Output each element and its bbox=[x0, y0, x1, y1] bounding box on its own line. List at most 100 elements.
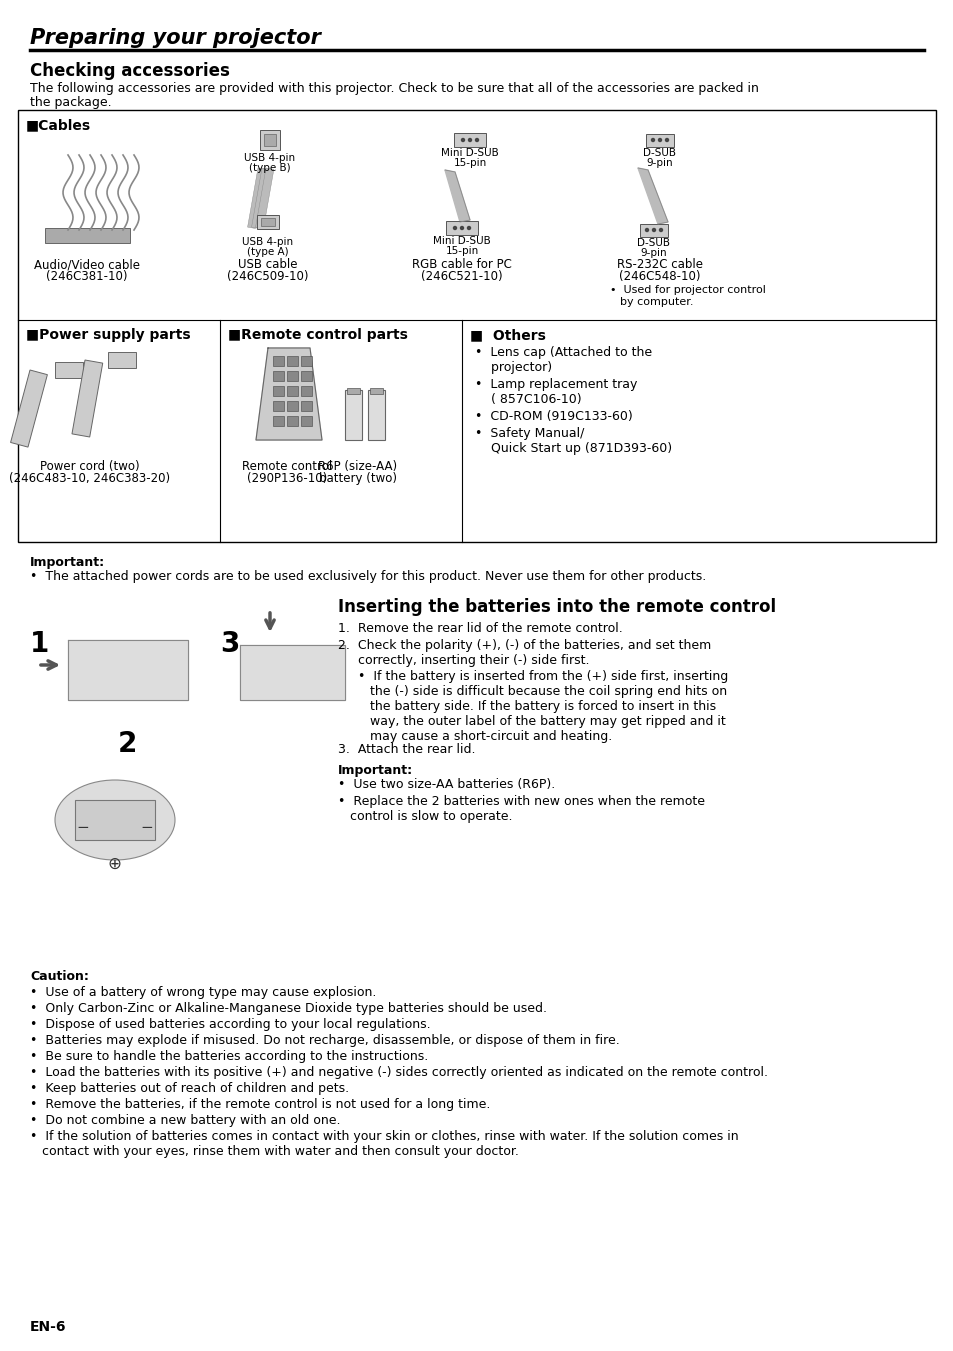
Text: (246C381-10): (246C381-10) bbox=[46, 270, 128, 282]
Text: •  The attached power cords are to be used exclusively for this product. Never u: • The attached power cords are to be use… bbox=[30, 570, 705, 584]
Circle shape bbox=[645, 228, 648, 231]
Text: ■Remote control parts: ■Remote control parts bbox=[228, 328, 408, 342]
Text: 2.  Check the polarity (+), (-) of the batteries, and set them
     correctly, i: 2. Check the polarity (+), (-) of the ba… bbox=[337, 639, 711, 667]
Text: •  Do not combine a new battery with an old one.: • Do not combine a new battery with an o… bbox=[30, 1115, 340, 1127]
Text: Inserting the batteries into the remote control: Inserting the batteries into the remote … bbox=[337, 598, 776, 616]
Text: RGB cable for PC: RGB cable for PC bbox=[412, 258, 512, 272]
Bar bbox=[273, 357, 284, 366]
Bar bbox=[71, 359, 103, 436]
Text: Preparing your projector: Preparing your projector bbox=[30, 28, 320, 49]
Bar bbox=[287, 386, 297, 396]
Text: 1: 1 bbox=[30, 630, 50, 658]
Circle shape bbox=[651, 139, 654, 142]
Polygon shape bbox=[255, 349, 322, 440]
Text: Power cord (two): Power cord (two) bbox=[40, 459, 140, 473]
Bar bbox=[255, 168, 274, 228]
Polygon shape bbox=[444, 170, 470, 222]
Text: −: − bbox=[140, 820, 152, 835]
Bar bbox=[645, 134, 673, 147]
Bar bbox=[55, 362, 83, 378]
Text: 15-pin: 15-pin bbox=[453, 158, 486, 168]
Bar bbox=[301, 416, 312, 426]
Bar bbox=[45, 228, 130, 243]
Text: USB 4-pin: USB 4-pin bbox=[244, 153, 295, 163]
Ellipse shape bbox=[55, 780, 174, 861]
Text: R6P (size-AA): R6P (size-AA) bbox=[318, 459, 397, 473]
Text: 9-pin: 9-pin bbox=[646, 158, 673, 168]
Bar bbox=[10, 370, 48, 447]
Bar bbox=[345, 390, 361, 440]
Text: •  Use of a battery of wrong type may cause explosion.: • Use of a battery of wrong type may cau… bbox=[30, 986, 376, 998]
Text: •  Safety Manual/
    Quick Start up (871D393-60): • Safety Manual/ Quick Start up (871D393… bbox=[475, 427, 672, 455]
Text: •  Batteries may explode if misused. Do not recharge, disassemble, or dispose of: • Batteries may explode if misused. Do n… bbox=[30, 1034, 619, 1047]
Text: −: − bbox=[76, 820, 89, 835]
Text: Remote control: Remote control bbox=[242, 459, 332, 473]
Text: •  Keep batteries out of reach of children and pets.: • Keep batteries out of reach of childre… bbox=[30, 1082, 349, 1096]
Text: D-SUB: D-SUB bbox=[637, 238, 670, 249]
Bar bbox=[261, 218, 274, 226]
Text: Important:: Important: bbox=[30, 557, 105, 569]
Circle shape bbox=[467, 227, 470, 230]
Text: ■Cables: ■Cables bbox=[26, 118, 91, 132]
Bar bbox=[18, 109, 935, 542]
Bar bbox=[273, 401, 284, 411]
Text: 15-pin: 15-pin bbox=[445, 246, 478, 255]
Text: EN-6: EN-6 bbox=[30, 1320, 67, 1333]
Text: (246C509-10): (246C509-10) bbox=[227, 270, 309, 282]
Bar bbox=[639, 224, 667, 236]
Text: D-SUB: D-SUB bbox=[643, 149, 676, 158]
Bar bbox=[347, 388, 359, 394]
Circle shape bbox=[475, 139, 478, 142]
Text: USB 4-pin: USB 4-pin bbox=[242, 236, 294, 247]
Text: battery (two): battery (two) bbox=[318, 471, 396, 485]
Text: (246C521-10): (246C521-10) bbox=[420, 270, 502, 282]
Text: •  Dispose of used batteries according to your local regulations.: • Dispose of used batteries according to… bbox=[30, 1019, 430, 1031]
Bar bbox=[273, 372, 284, 381]
Polygon shape bbox=[68, 640, 188, 700]
Bar bbox=[287, 357, 297, 366]
Bar bbox=[301, 386, 312, 396]
Bar bbox=[368, 390, 385, 440]
Text: Mini D-SUB: Mini D-SUB bbox=[433, 236, 491, 246]
Text: the package.: the package. bbox=[30, 96, 112, 109]
Text: (246C548-10): (246C548-10) bbox=[618, 270, 700, 282]
Circle shape bbox=[659, 228, 661, 231]
Bar bbox=[287, 401, 297, 411]
Circle shape bbox=[460, 227, 463, 230]
Text: 3: 3 bbox=[220, 630, 239, 658]
Text: RS-232C cable: RS-232C cable bbox=[617, 258, 702, 272]
Text: Important:: Important: bbox=[337, 765, 413, 777]
Text: •  If the solution of batteries comes in contact with your skin or clothes, rins: • If the solution of batteries comes in … bbox=[30, 1129, 738, 1158]
Text: •  Only Carbon-Zinc or Alkaline-Manganese Dioxide type batteries should be used.: • Only Carbon-Zinc or Alkaline-Manganese… bbox=[30, 1002, 546, 1015]
Text: ■Power supply parts: ■Power supply parts bbox=[26, 328, 191, 342]
Text: 3.  Attach the rear lid.: 3. Attach the rear lid. bbox=[337, 743, 475, 757]
Text: •  Lamp replacement tray
    ( 857C106-10): • Lamp replacement tray ( 857C106-10) bbox=[475, 378, 637, 407]
Circle shape bbox=[652, 228, 655, 231]
Bar bbox=[301, 372, 312, 381]
Bar bbox=[370, 388, 382, 394]
Text: Audio/Video cable: Audio/Video cable bbox=[34, 258, 140, 272]
Text: •  Use two size-AA batteries (R6P).: • Use two size-AA batteries (R6P). bbox=[337, 778, 555, 790]
Text: (290P136-10): (290P136-10) bbox=[247, 471, 327, 485]
Text: (246C483-10, 246C383-20): (246C483-10, 246C383-20) bbox=[10, 471, 171, 485]
Text: •  CD-ROM (919C133-60): • CD-ROM (919C133-60) bbox=[475, 409, 632, 423]
Bar bbox=[260, 130, 280, 150]
Bar bbox=[248, 168, 266, 228]
Text: •  If the battery is inserted from the (+) side first, inserting
        the (-): • If the battery is inserted from the (+… bbox=[337, 670, 727, 743]
Text: 2: 2 bbox=[118, 730, 137, 758]
Circle shape bbox=[468, 139, 471, 142]
Text: •  Used for projector control: • Used for projector control bbox=[609, 285, 765, 295]
Bar bbox=[446, 222, 477, 235]
Polygon shape bbox=[240, 644, 345, 700]
Text: by computer.: by computer. bbox=[619, 297, 693, 307]
Polygon shape bbox=[638, 168, 667, 224]
Bar bbox=[256, 215, 278, 230]
Text: 9-pin: 9-pin bbox=[640, 249, 666, 258]
Text: (type A): (type A) bbox=[247, 247, 289, 257]
Bar bbox=[264, 134, 275, 146]
Text: Mini D-SUB: Mini D-SUB bbox=[440, 149, 498, 158]
Bar bbox=[75, 800, 154, 840]
Text: (type B): (type B) bbox=[249, 163, 291, 173]
Bar bbox=[454, 132, 485, 147]
Text: •  Replace the 2 batteries with new ones when the remote
   control is slow to o: • Replace the 2 batteries with new ones … bbox=[337, 794, 704, 823]
